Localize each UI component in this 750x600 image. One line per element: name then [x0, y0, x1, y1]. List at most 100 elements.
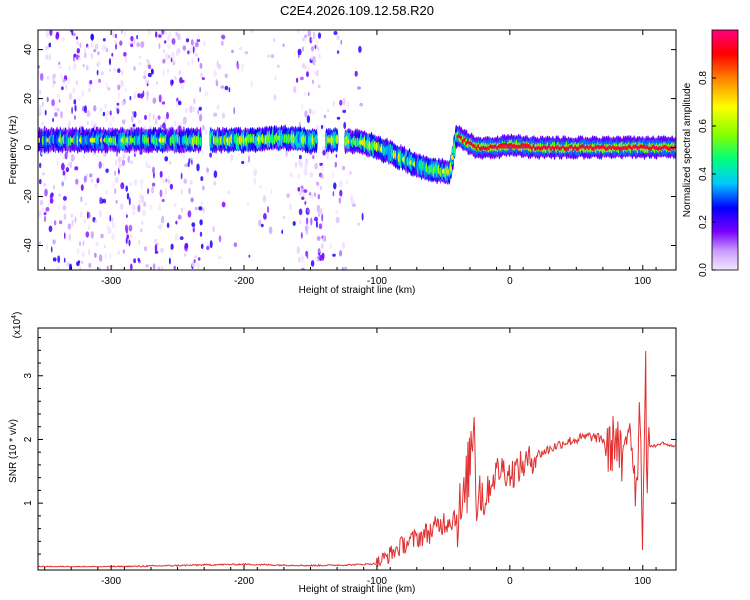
heatmap-cell	[189, 179, 193, 185]
heatmap-cell	[143, 201, 147, 208]
heatmap-cell	[59, 220, 63, 225]
heatmap-cell	[349, 171, 352, 175]
heatmap-cell	[338, 197, 341, 204]
heatmap-cell	[80, 211, 83, 219]
heatmap-cell	[326, 108, 330, 113]
heatmap-cell	[72, 32, 76, 37]
heatmap-cell	[69, 160, 72, 169]
heatmap-cell	[199, 114, 203, 122]
heatmap-cell	[56, 93, 61, 99]
heatmap-cell	[302, 46, 304, 52]
heatmap-cell	[196, 262, 200, 270]
heatmap-cell	[131, 211, 136, 215]
heatmap-cell	[237, 63, 240, 70]
heatmap-cell	[154, 244, 158, 253]
heatmap-cell	[340, 39, 343, 45]
heatmap-cell	[144, 114, 147, 120]
heatmap-cell	[201, 185, 205, 191]
heatmap-cell	[173, 202, 177, 208]
heatmap-cell	[74, 115, 76, 120]
heatmap-cell	[62, 170, 66, 176]
heatmap-cell	[199, 87, 202, 93]
heatmap-cell	[331, 171, 334, 179]
heatmap-cell	[357, 86, 361, 90]
heatmap-cell	[80, 184, 84, 191]
heatmap-cell	[191, 159, 193, 165]
heatmap-cell	[49, 30, 53, 36]
heatmap-cell	[194, 206, 198, 211]
heatmap-cell	[301, 267, 305, 270]
heatmap-cell	[88, 87, 91, 92]
heatmap-cell	[67, 76, 71, 85]
heatmap-cell	[216, 104, 220, 110]
colorbar-tick-label: 0.8	[698, 71, 709, 85]
heatmap-cell	[137, 119, 141, 125]
y-tick-label: -40	[23, 238, 34, 253]
heatmap-cell	[58, 193, 61, 197]
heatmap-cell	[303, 92, 306, 97]
heatmap-cell	[329, 242, 333, 250]
heatmap-cell	[213, 170, 218, 178]
y-tick-label: 40	[23, 44, 34, 56]
heatmap-cell	[276, 64, 281, 68]
heatmap-cell	[282, 215, 286, 219]
heatmap-cell	[101, 71, 104, 76]
heatmap-cell	[179, 121, 182, 127]
heatmap-cell	[306, 252, 309, 259]
heatmap-cell	[152, 97, 157, 104]
heatmap-cell	[98, 267, 101, 270]
heatmap-cell	[166, 111, 169, 120]
heatmap-cell	[168, 175, 170, 181]
heatmap-cell	[83, 175, 87, 183]
heatmap-cell	[165, 178, 168, 183]
heatmap-cell	[250, 80, 253, 88]
heatmap-cell	[335, 210, 339, 215]
heatmap-cell	[98, 78, 101, 83]
heatmap-cell	[97, 60, 101, 66]
heatmap-cell	[296, 246, 300, 254]
heatmap-cell	[112, 31, 115, 38]
heatmap-cell	[161, 101, 166, 105]
heatmap-cell	[140, 195, 145, 204]
heatmap-cell	[105, 190, 109, 195]
heatmap-cell	[52, 84, 54, 89]
heatmap-cell	[201, 77, 205, 81]
heatmap-cell	[59, 152, 62, 157]
heatmap-cell	[144, 246, 147, 252]
heatmap-cell	[131, 115, 134, 123]
heatmap-cell	[174, 233, 179, 242]
heatmap-cell	[354, 70, 358, 77]
heatmap-cell	[321, 164, 324, 172]
heatmap-cell	[151, 182, 156, 187]
heatmap-cell	[104, 103, 108, 109]
heatmap-cell	[167, 179, 171, 184]
heatmap-cell	[98, 210, 102, 218]
snr-multiplier-exp: 4	[11, 315, 18, 319]
heatmap-cell	[67, 223, 72, 230]
heatmap-cell	[96, 69, 99, 76]
heatmap-cell	[171, 38, 176, 45]
heatmap-cell	[179, 236, 184, 241]
heatmap-cell	[133, 111, 137, 118]
heatmap-cell	[62, 79, 67, 82]
heatmap-cell	[339, 250, 343, 257]
heatmap-cell	[193, 98, 196, 104]
heatmap-cell	[53, 220, 57, 226]
heatmap-cell	[164, 156, 169, 162]
spectrogram-ylabel: Frequency (Hz)	[8, 116, 19, 185]
heatmap-cell	[38, 210, 42, 218]
heatmap-cell	[300, 255, 305, 264]
heatmap-cell	[114, 187, 116, 195]
heatmap-cell	[103, 152, 107, 157]
figure-title: C2E4.2026.109.12.58.R20	[280, 3, 434, 18]
heatmap-cell	[258, 219, 262, 227]
heatmap-cell	[309, 171, 314, 178]
heatmap-cell	[114, 39, 117, 46]
heatmap-cell	[180, 207, 184, 212]
heatmap-cell	[147, 30, 152, 35]
heatmap-cell	[100, 233, 104, 239]
heatmap-cell	[306, 208, 310, 213]
heatmap-cell	[289, 172, 294, 178]
heatmap-cell	[241, 63, 245, 69]
heatmap-cell	[187, 50, 190, 55]
